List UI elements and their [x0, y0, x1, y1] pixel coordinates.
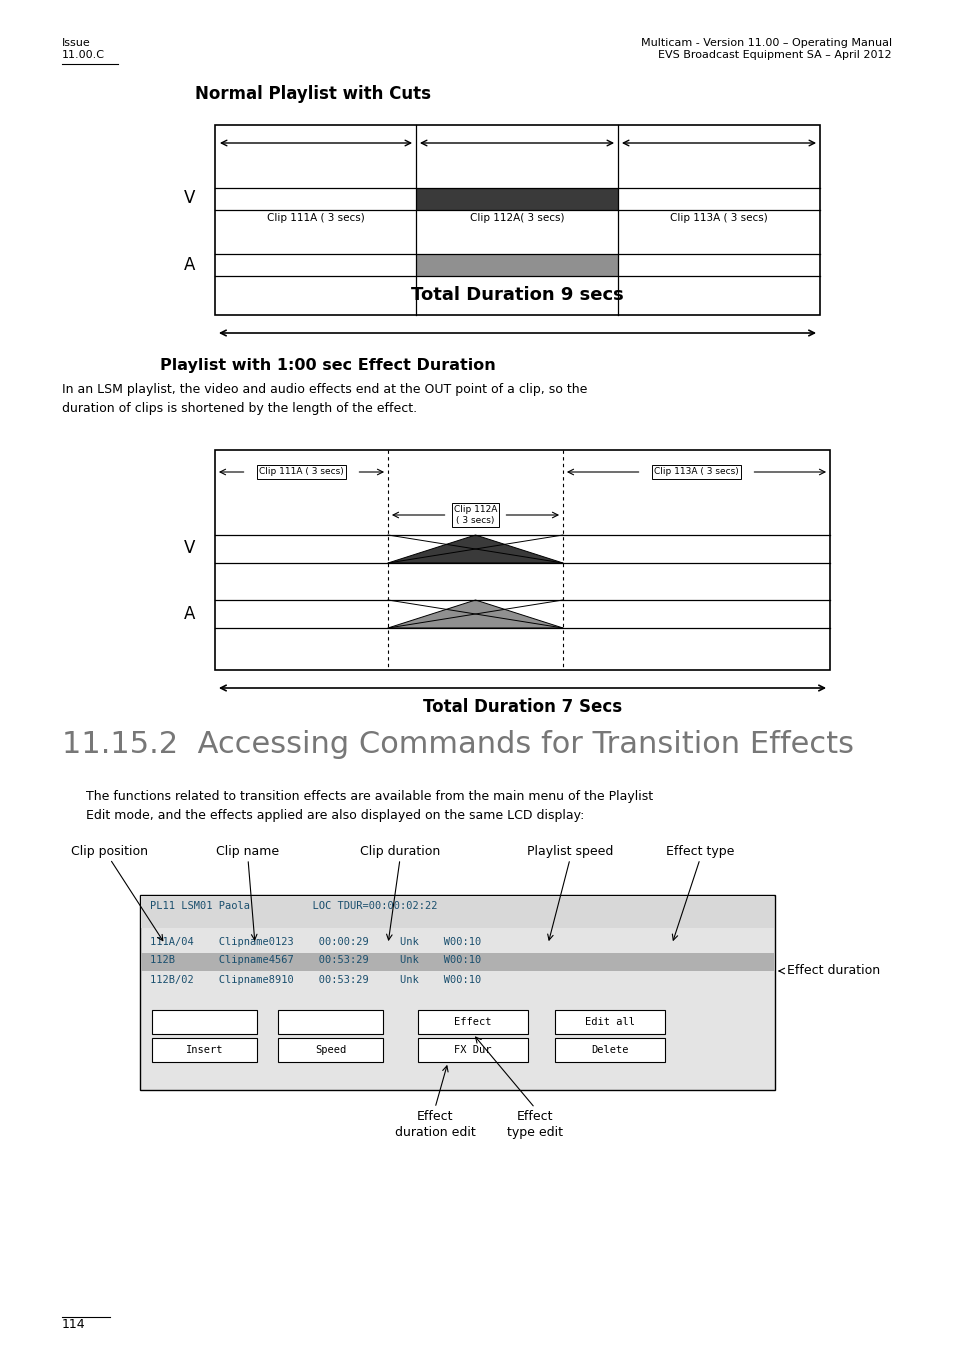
Text: Playlist speed: Playlist speed [526, 844, 613, 858]
Text: 11.00.C: 11.00.C [62, 50, 105, 59]
Text: 114: 114 [62, 1318, 86, 1331]
Bar [416, 188, 618, 210]
Polygon shape [388, 536, 562, 563]
Bar [214, 451, 829, 670]
Bar [417, 1010, 527, 1033]
Text: In an LSM playlist, the video and audio effects end at the OUT point of a clip, : In an LSM playlist, the video and audio … [62, 383, 587, 415]
Text: 11.15.2  Accessing Commands for Transition Effects: 11.15.2 Accessing Commands for Transitio… [62, 730, 853, 759]
Text: Edit all: Edit all [584, 1017, 635, 1027]
Text: Clip 113A ( 3 secs): Clip 113A ( 3 secs) [654, 468, 739, 476]
Text: FX Dur: FX Dur [454, 1045, 491, 1055]
Bar [277, 1037, 382, 1062]
Text: EVS Broadcast Equipment SA – April 2012: EVS Broadcast Equipment SA – April 2012 [658, 50, 891, 59]
Text: V: V [184, 189, 195, 206]
Text: Clip name: Clip name [216, 844, 279, 858]
Text: Issue: Issue [62, 38, 91, 49]
Bar [417, 1037, 527, 1062]
Text: Clip 111A ( 3 secs): Clip 111A ( 3 secs) [259, 468, 343, 476]
Text: Clip 112A( 3 secs): Clip 112A( 3 secs) [469, 213, 563, 223]
Text: Clip 111A ( 3 secs): Clip 111A ( 3 secs) [266, 213, 364, 223]
Text: A: A [184, 256, 195, 274]
Text: A: A [184, 604, 195, 623]
Text: Playlist with 1:00 sec Effect Duration: Playlist with 1:00 sec Effect Duration [160, 357, 496, 374]
Text: Effect type: Effect type [665, 844, 734, 858]
Text: Multicam - Version 11.00 – Operating Manual: Multicam - Version 11.00 – Operating Man… [640, 38, 891, 49]
Text: Speed: Speed [314, 1045, 346, 1055]
Text: The functions related to transition effects are available from the main menu of : The functions related to transition effe… [62, 791, 653, 822]
Bar [152, 1010, 256, 1033]
Bar [555, 1037, 664, 1062]
Text: Total Duration 7 Secs: Total Duration 7 Secs [422, 697, 621, 716]
Text: Clip 112A
( 3 secs): Clip 112A ( 3 secs) [454, 505, 497, 525]
Text: 111A/04    Clipname0123    00:00:29     Unk    W00:10: 111A/04 Clipname0123 00:00:29 Unk W00:10 [150, 938, 480, 947]
Text: 112B       Clipname4567    00:53:29     Unk    W00:10: 112B Clipname4567 00:53:29 Unk W00:10 [150, 955, 480, 965]
Bar [214, 125, 820, 316]
Bar [141, 896, 773, 928]
Text: V: V [184, 540, 195, 557]
Bar [141, 952, 773, 971]
Text: Clip 113A ( 3 secs): Clip 113A ( 3 secs) [669, 213, 767, 223]
Text: Clip duration: Clip duration [359, 844, 439, 858]
Bar [152, 1037, 256, 1062]
Text: Effect: Effect [454, 1017, 491, 1027]
Bar [277, 1010, 382, 1033]
Bar [555, 1010, 664, 1033]
Text: Total Duration 9 secs: Total Duration 9 secs [411, 286, 623, 304]
Text: Effect
type edit: Effect type edit [506, 1110, 562, 1139]
Bar [140, 894, 774, 1090]
Text: PL11 LSM01 Paola          LOC TDUR=00:00:02:22: PL11 LSM01 Paola LOC TDUR=00:00:02:22 [150, 901, 437, 911]
Text: Delete: Delete [591, 1045, 628, 1055]
Text: Effect duration: Effect duration [786, 965, 880, 978]
Text: Effect
duration edit: Effect duration edit [395, 1110, 475, 1139]
Text: Clip position: Clip position [71, 844, 149, 858]
Bar [416, 254, 618, 277]
Text: Normal Playlist with Cuts: Normal Playlist with Cuts [194, 85, 431, 103]
Text: Insert: Insert [186, 1045, 223, 1055]
Text: 112B/02    Clipname8910    00:53:29     Unk    W00:10: 112B/02 Clipname8910 00:53:29 Unk W00:10 [150, 975, 480, 985]
Polygon shape [388, 600, 562, 629]
